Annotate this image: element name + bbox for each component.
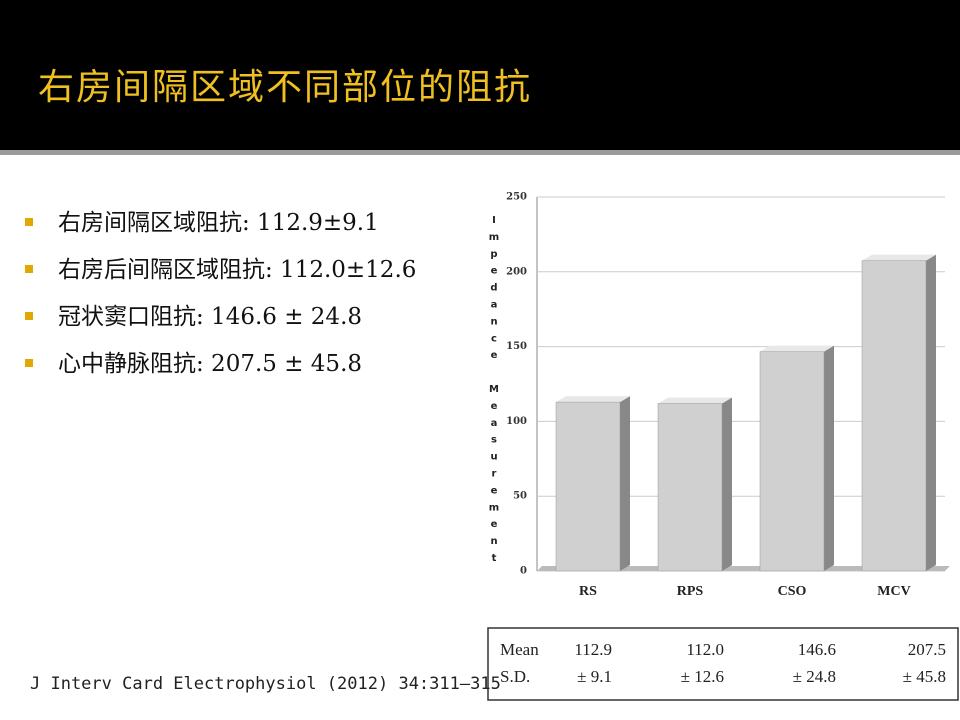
floor (537, 566, 950, 571)
bar (555, 401, 621, 572)
y-tick-label: 0 (520, 566, 527, 577)
bar-top (556, 396, 630, 403)
bar (861, 260, 927, 572)
table-cell: ± 45.8 (903, 667, 946, 686)
bar-top (760, 345, 834, 352)
table-cell: 207.5 (908, 640, 946, 659)
bar-side (824, 345, 834, 571)
x-tick-label: RPS (677, 584, 704, 599)
slide-title: 右房间隔区域不同部位的阻抗 (38, 67, 533, 108)
table-cell: S.D. (500, 667, 530, 686)
table-cell: Mean (500, 640, 539, 659)
x-tick-label: CSO (778, 584, 807, 599)
bullet: 心中静脉阻抗: 207.5 ± 45.8 (25, 341, 425, 388)
y-tick-label: 150 (506, 341, 527, 352)
header: 右房间隔区域不同部位的阻抗 (0, 0, 960, 150)
y-tick-label: 50 (513, 491, 527, 502)
bar (657, 403, 723, 572)
table-cell: ± 9.1 (577, 667, 612, 686)
separator (0, 150, 960, 155)
citation: J Interv Card Electrophysiol (2012) 34:3… (30, 674, 501, 694)
bar-side (926, 254, 936, 571)
x-tick-label: MCV (877, 584, 910, 599)
table-cell: ± 24.8 (793, 667, 836, 686)
x-tick-label: RS (579, 584, 597, 599)
bar-side (620, 396, 630, 571)
y-tick-label: 250 (506, 192, 527, 203)
table-cell: ± 12.6 (681, 667, 724, 686)
bar-side (722, 397, 732, 571)
bullet: 右房间隔区域阻抗: 112.9±9.1 (25, 200, 425, 247)
bar-top (862, 254, 936, 261)
bullet: 右房后间隔区域阻抗: 112.0±12.6 (25, 247, 425, 294)
bar-top (658, 397, 732, 404)
table-cell: 112.9 (574, 640, 612, 659)
y-tick-label: 100 (506, 416, 527, 427)
y-tick-label: 200 (506, 266, 527, 277)
table-cell: 112.0 (686, 640, 724, 659)
bar (759, 351, 825, 572)
bullet-list: 右房间隔区域阻抗: 112.9±9.1 右房后间隔区域阻抗: 112.0±12.6… (25, 200, 425, 388)
bullet: 冠状窦口阻抗: 146.6 ± 24.8 (25, 294, 425, 341)
table-frame (487, 627, 959, 701)
table-cell: 146.6 (798, 640, 836, 659)
y-axis-label: Impedance Measurement (488, 215, 499, 570)
